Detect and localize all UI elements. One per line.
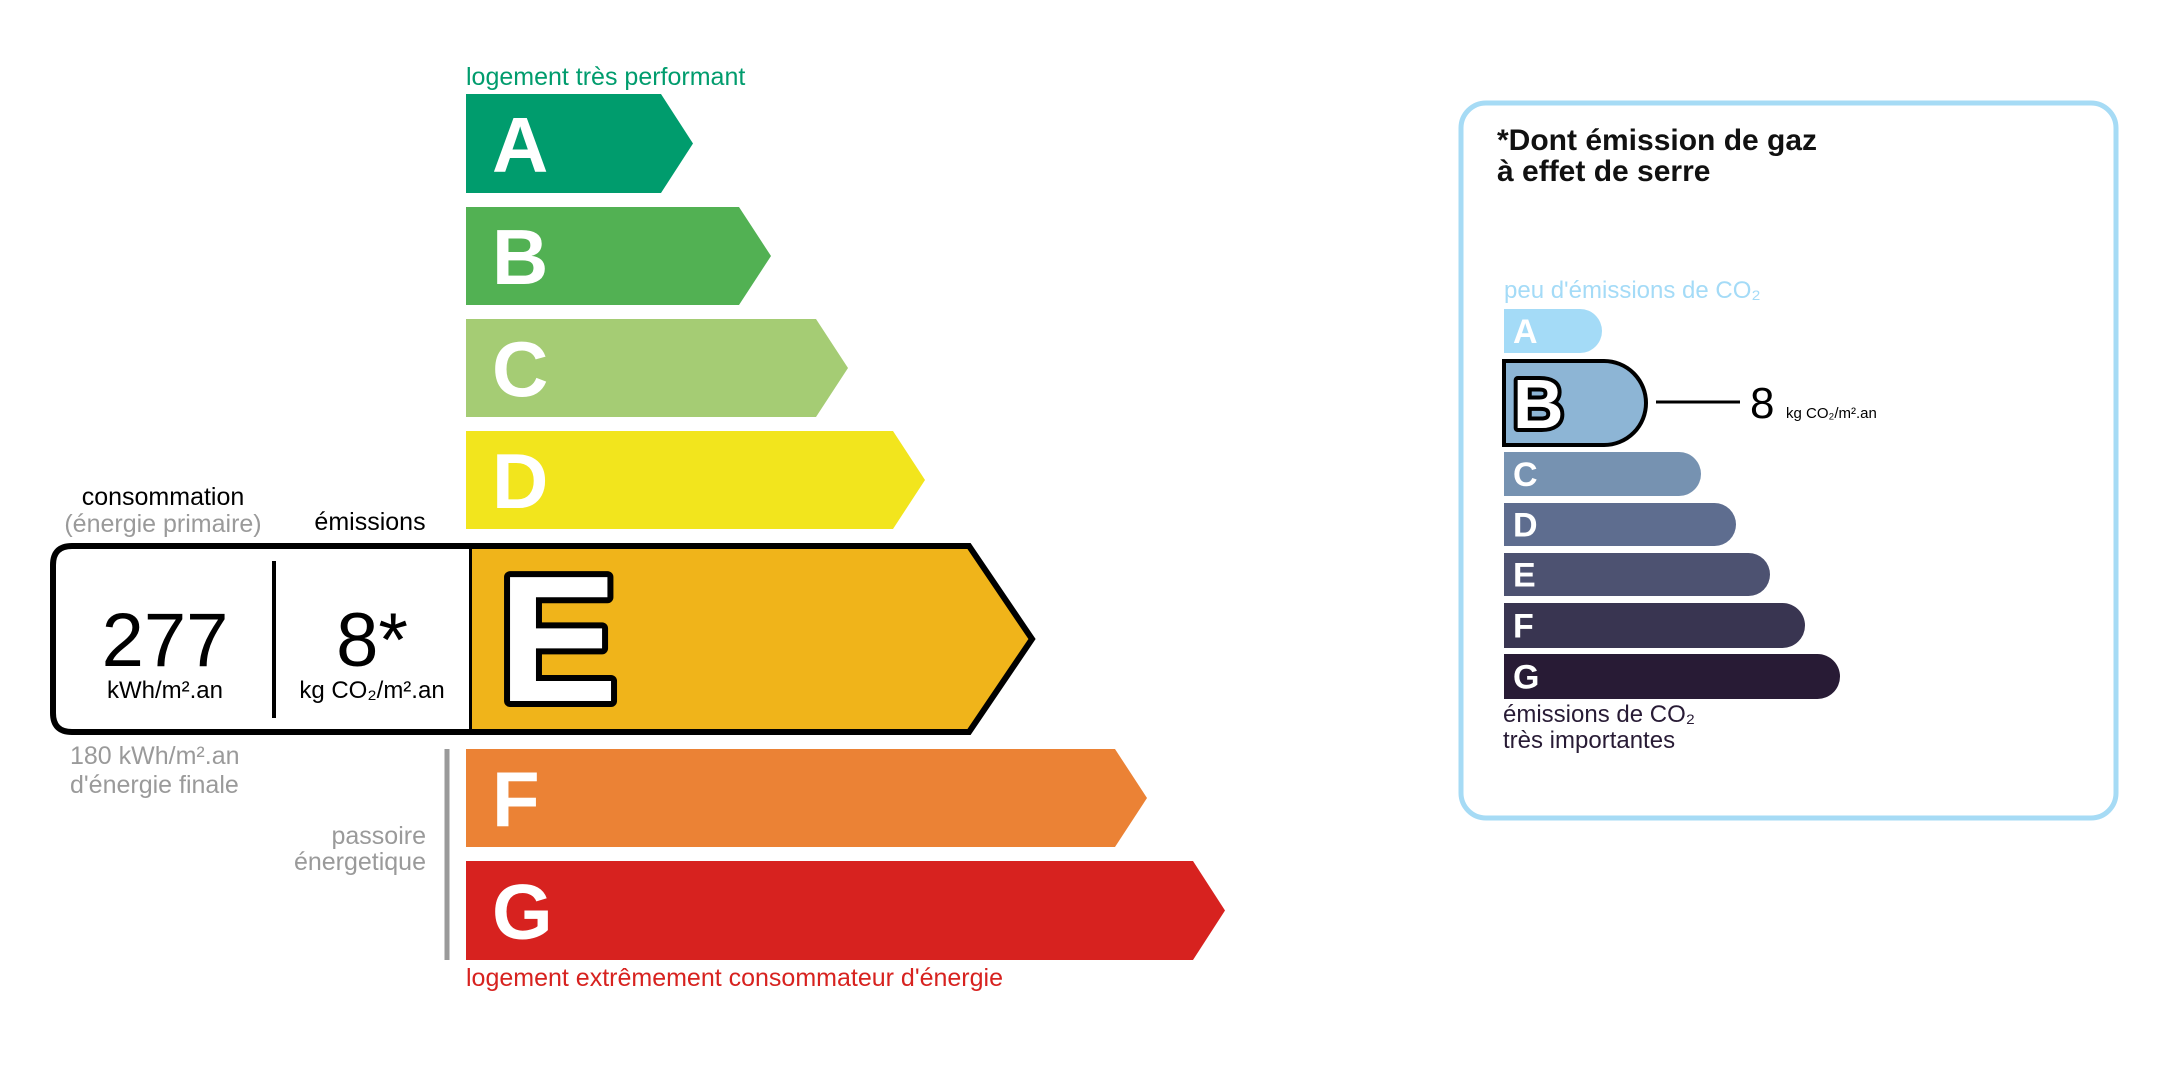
ghg-class-bar-d — [1504, 503, 1736, 546]
bottom-label: logement extrêmement consommateur d'éner… — [466, 964, 1003, 992]
ghg-class-bar-b — [1502, 359, 1648, 447]
final-energy-value: 180 kWh/m².an — [70, 742, 240, 770]
ghg-class-bar-g — [1504, 654, 1840, 699]
energy-class-letter-e: E — [498, 539, 618, 740]
consumption-value: 277 — [102, 598, 229, 683]
ghg-class-letter-e: E — [1513, 557, 1536, 595]
energy-class-bar-f — [466, 749, 1147, 847]
ghg-bottom-label-1: émissions de CO₂ — [1503, 701, 1695, 728]
emissions-value: 8* — [336, 598, 408, 683]
ghg-title-2: à effet de serre — [1497, 155, 1710, 188]
ghg-class-letter-g: G — [1513, 659, 1539, 697]
emissions-unit: kg CO₂/m².an — [299, 677, 444, 704]
energy-class-bar-g — [466, 861, 1225, 960]
energy-class-letter-f: F — [492, 755, 540, 843]
ghg-class-bar-f — [1504, 603, 1805, 648]
energy-class-letter-c: C — [492, 325, 548, 413]
current-value-box: 277 kWh/m².an 8* kg CO₂/m².an — [50, 543, 469, 735]
energy-class-letter-d: D — [492, 437, 548, 525]
ghg-class-letter-f: F — [1513, 608, 1534, 646]
ghg-class-letter-b: B — [1513, 365, 1564, 443]
top-label: logement très performant — [466, 63, 745, 91]
ghg-class-bar-a — [1504, 309, 1602, 353]
ghg-top-label: peu d'émissions de CO₂ — [1504, 277, 1761, 304]
ghg-unit: kg CO₂/m².an — [1786, 405, 1877, 422]
ghg-class-bar-c — [1504, 452, 1701, 496]
energy-class-letter-b: B — [492, 213, 548, 301]
ghg-class-bar-e — [1504, 553, 1771, 596]
energy-class-letter-a: A — [492, 101, 548, 189]
ghg-class-letter-a: A — [1513, 313, 1538, 351]
passoire-label-1: passoire — [332, 822, 427, 850]
ghg-value: 8 — [1750, 379, 1774, 428]
consumption-label: consommation — [82, 483, 245, 511]
consumption-sub-label: (énergie primaire) — [64, 510, 261, 538]
passoire-label-2: énergetique — [294, 848, 426, 876]
energy-class-bar-d — [466, 431, 925, 529]
energy-class-bar-a — [466, 94, 693, 193]
energy-class-letter-g: G — [492, 868, 553, 956]
ghg-title-1: *Dont émission de gaz — [1497, 124, 1817, 157]
consumption-unit: kWh/m².an — [107, 677, 223, 704]
ghg-class-letter-c: C — [1513, 456, 1538, 494]
energy-class-bar-c — [466, 319, 848, 417]
ghg-bottom-label-2: très importantes — [1503, 727, 1675, 754]
ghg-class-letter-d: D — [1513, 507, 1538, 545]
final-energy-label: d'énergie finale — [70, 771, 239, 799]
emissions-label: émissions — [314, 508, 425, 536]
energy-class-bar-b — [466, 207, 771, 305]
